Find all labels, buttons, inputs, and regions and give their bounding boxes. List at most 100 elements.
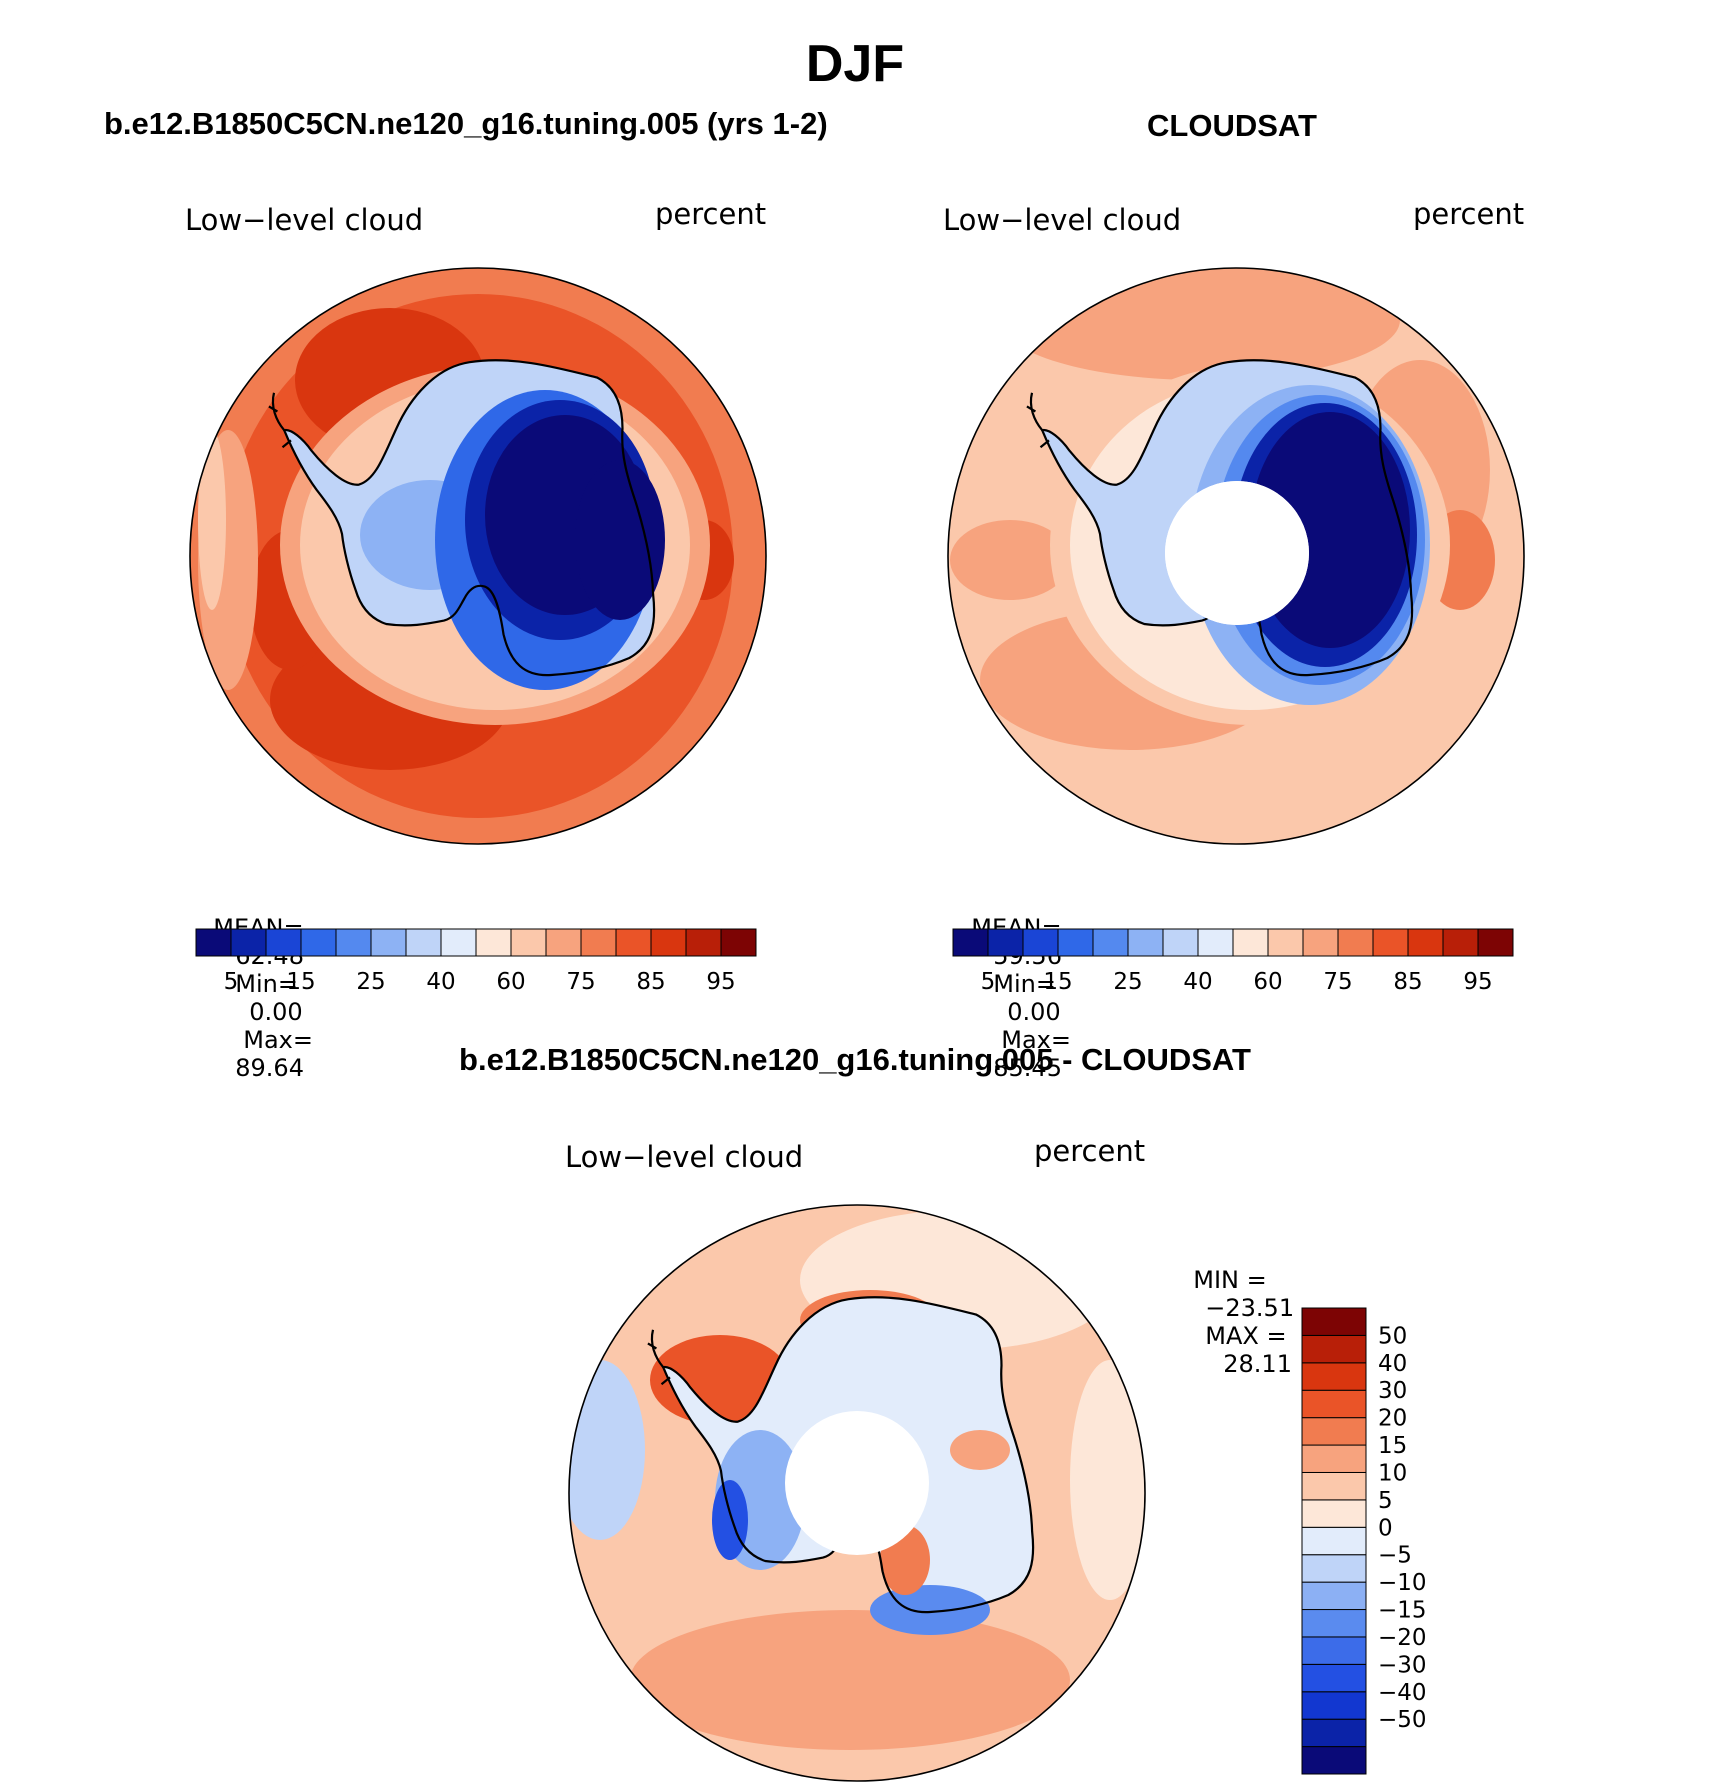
panel3-map-border (568, 1204, 1146, 1782)
panel1-variable: Low−level cloud (185, 203, 424, 237)
panel3-colorbar-swatch (1301, 1554, 1367, 1583)
panel3-colorbar-tick-label: 15 (1378, 1433, 1407, 1459)
max-label: MAX = (1205, 1322, 1287, 1350)
panel2-colorbar-swatch (1477, 928, 1514, 957)
max-value: 89.64 (235, 1054, 304, 1082)
panel2-colorbar-swatch (1302, 928, 1339, 957)
panel1-colorbar-tick-label: 40 (426, 969, 455, 995)
panel2-colorbar-swatch (1267, 928, 1304, 957)
panel3-colorbar-swatch (1301, 1581, 1367, 1611)
panel2-pole-hole (1165, 481, 1309, 625)
panel3-colorbar-swatch (1301, 1718, 1367, 1748)
panel2-colorbar-tick-label: 85 (1393, 969, 1422, 995)
min-label: MIN = (1193, 1266, 1267, 1294)
panel3-pole-hole (785, 1411, 929, 1555)
panel2-colorbar-swatch (1407, 928, 1444, 957)
panel3-colorbar-tick-label: 0 (1378, 1515, 1393, 1541)
panel1-colorbar-swatch (195, 928, 232, 957)
panel3-colorbar-swatch (1301, 1526, 1367, 1556)
panel1-colorbar-swatch (370, 928, 407, 957)
panel1-colorbar-swatch (265, 928, 302, 957)
panel2-colorbar-tick-label: 40 (1183, 969, 1212, 995)
panel2-colorbar-swatch (1442, 928, 1479, 957)
panel2-colorbar-tick-label: 95 (1463, 969, 1492, 995)
panel2-colorbar-swatch (1127, 928, 1164, 957)
panel1-colorbar-tick-label: 85 (636, 969, 665, 995)
panel2-map-border (947, 267, 1525, 845)
panel2-colorbar-swatch (1197, 928, 1234, 957)
panel3-colorbar-tick-label: 20 (1378, 1406, 1407, 1432)
panel3-colorbar-tick-label: 10 (1378, 1460, 1407, 1486)
panel1-colorbar-tick-label: 75 (566, 969, 595, 995)
panel3-colorbar-tick-label: 50 (1378, 1323, 1407, 1349)
panel2-colorbar-swatch (1092, 928, 1129, 957)
panel2-colorbar-tick-label: 25 (1113, 969, 1142, 995)
panel3-colorbar-tick-label: −15 (1378, 1598, 1427, 1624)
panel3-colorbar-tick-label: 30 (1378, 1378, 1407, 1404)
panel3-colorbar-swatch (1301, 1417, 1367, 1446)
panel1-colorbar-tick-label: 25 (356, 969, 385, 995)
panel1-colorbar: 5 15 25 40 60 75 85 95 (195, 928, 757, 995)
panel3-map (569, 1205, 1145, 1781)
panel2-colorbar-tick-label: 75 (1323, 969, 1352, 995)
panel1-map (190, 268, 766, 844)
min-value: 0.00 (249, 998, 303, 1026)
panel2-colorbar-swatch (1162, 928, 1199, 957)
panel1-colorbar-swatch (335, 928, 372, 957)
panel3-colorbar-swatch (1301, 1499, 1367, 1528)
panel3-colorbar-swatch (1301, 1636, 1367, 1665)
panel3-colorbar-tick-label: −30 (1378, 1652, 1427, 1678)
panel3-variable: Low−level cloud (565, 1140, 804, 1174)
panel3-units: percent (1034, 1134, 1146, 1168)
panel3-colorbar-swatch (1301, 1471, 1367, 1501)
panel1-units: percent (655, 197, 767, 231)
panel2-colorbar-swatch (1337, 928, 1374, 957)
panel1-colorbar-swatch (650, 928, 687, 957)
panel3-colorbar-tick-label: −40 (1378, 1680, 1427, 1706)
panel1-colorbar-swatch (510, 928, 547, 957)
panel2-colorbar-tick-label: 5 (981, 969, 996, 995)
max-value: 85.45 (993, 1054, 1062, 1082)
panel2-units: percent (1413, 197, 1525, 231)
panel2-colorbar-tick-label: 60 (1253, 969, 1282, 995)
panel1-colorbar-tick-label: 95 (706, 969, 735, 995)
panel1-colorbar-swatch (230, 928, 267, 957)
panel2-colorbar-swatch (987, 928, 1024, 957)
max-value: 28.11 (1223, 1350, 1292, 1378)
panel3-colorbar-tick-label: −20 (1378, 1625, 1427, 1651)
panel2-colorbar-swatch (1022, 928, 1059, 957)
panel3-colorbar-tick-label: −5 (1378, 1543, 1412, 1569)
panel3-colorbar-swatch (1301, 1362, 1367, 1391)
panel1-colorbar-swatch (685, 928, 722, 957)
panel3-colorbar-tick-label: −50 (1378, 1707, 1427, 1733)
panel3-colorbar-tick-label: −10 (1378, 1570, 1427, 1596)
panel1-colorbar-swatch (545, 928, 582, 957)
panel2-colorbar: 5 15 25 40 60 75 85 95 (952, 928, 1514, 995)
panel3-colorbar-swatch (1301, 1746, 1367, 1775)
panel3-colorbar-tick-label: 40 (1378, 1351, 1407, 1377)
panel1-colorbar-tick-label: 60 (496, 969, 525, 995)
max-label: Max= (243, 1026, 313, 1054)
panel3-colorbar-swatch (1301, 1609, 1367, 1638)
figure-title: DJF (805, 35, 905, 93)
panel2-variable: Low−level cloud (943, 203, 1182, 237)
panel1-colorbar-swatch (615, 928, 652, 957)
panel2-colorbar-swatch (1232, 928, 1269, 957)
min-label: Min= (235, 970, 298, 998)
min-value: 0.00 (1007, 998, 1061, 1026)
panel1-map-border (189, 267, 767, 845)
panel1-colorbar-swatch (300, 928, 337, 957)
panel3-heading: b.e12.B1850C5CN.ne120_g16.tuning.005 - C… (459, 1042, 1251, 1077)
panel1-colorbar-tick-label: 5 (224, 969, 239, 995)
panel2-heading: CLOUDSAT (1147, 108, 1317, 143)
panel2-colorbar-swatch (1372, 928, 1409, 957)
panel3-colorbar-swatch (1301, 1307, 1367, 1336)
min-label: Min= (993, 970, 1056, 998)
min-value: −23.51 (1205, 1294, 1295, 1322)
panel1-colorbar-swatch (440, 928, 477, 957)
panel2-colorbar-swatch (1057, 928, 1094, 957)
panel3-colorbar-swatch (1301, 1691, 1367, 1720)
panel2-colorbar-tick-label: 15 (1043, 969, 1072, 995)
